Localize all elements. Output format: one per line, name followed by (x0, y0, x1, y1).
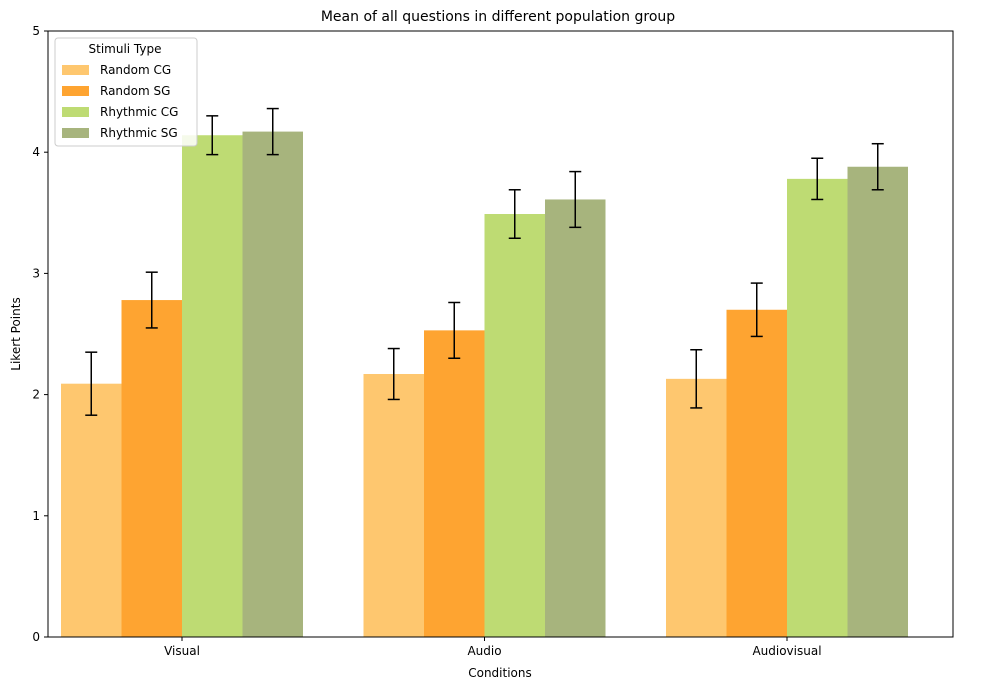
legend-entry-label: Random CG (100, 63, 171, 77)
legend-box (54, 37, 198, 147)
chart-title: Mean of all questions in different popul… (321, 9, 675, 25)
legend-swatch (62, 86, 89, 96)
bar (666, 378, 727, 637)
y-tick-label: 5 (32, 24, 40, 38)
y-tick-label: 3 (32, 266, 40, 280)
x-tick-label: Audiovisual (752, 644, 821, 658)
legend-swatch (62, 107, 89, 117)
legend-entry-label: Rhythmic CG (100, 105, 178, 119)
legend-entry-label: Random SG (100, 84, 170, 98)
y-tick-label: 0 (32, 630, 40, 644)
bar (545, 199, 606, 637)
bar (484, 214, 545, 637)
bar (363, 373, 424, 637)
bar (787, 178, 848, 637)
bar (847, 166, 908, 637)
bar (242, 131, 303, 637)
y-tick-label: 2 (32, 388, 40, 402)
x-tick-label: Visual (164, 644, 200, 658)
bar (121, 300, 182, 637)
legend-entry-label: Rhythmic SG (100, 126, 178, 140)
plot-frame (47, 30, 954, 638)
legend-swatch (62, 65, 89, 75)
bar (424, 330, 485, 637)
bar (726, 309, 787, 637)
x-axis-label: Conditions (468, 666, 532, 680)
y-tick-label: 4 (32, 145, 40, 159)
bar (61, 383, 122, 637)
legend-title: Stimuli Type (89, 42, 162, 56)
y-tick-label: 1 (32, 509, 40, 523)
y-axis-label: Likert Points (9, 297, 23, 370)
legend-swatch (62, 128, 89, 138)
x-tick-label: Audio (467, 644, 501, 658)
legend: Stimuli Type Random CG Random SG Rhythmic … (54, 37, 198, 147)
bar (182, 135, 243, 637)
